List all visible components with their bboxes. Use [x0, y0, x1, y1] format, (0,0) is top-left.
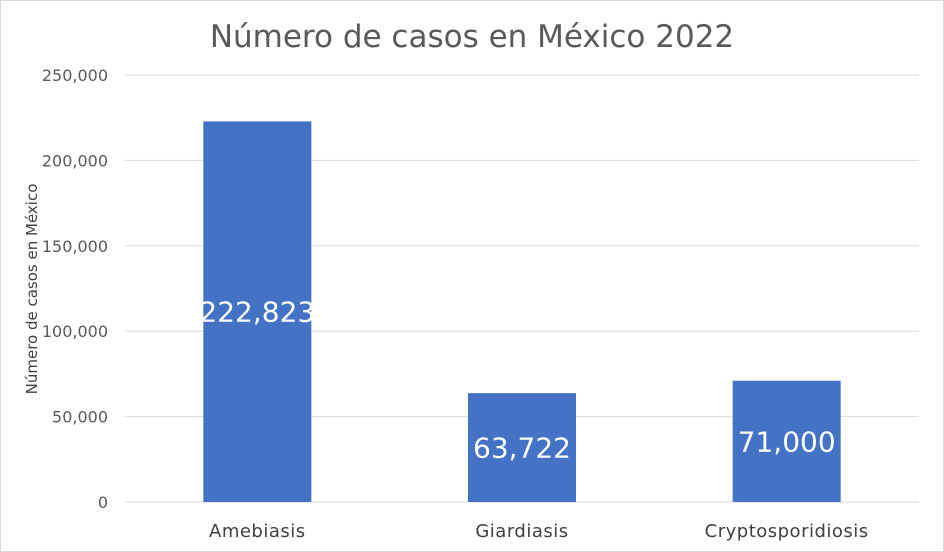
y-tick-label: 0 [98, 493, 108, 512]
bar-cryptosporidiosis [732, 380, 841, 502]
y-tick-label: 250,000 [42, 66, 108, 85]
bars [203, 121, 841, 502]
x-axis-ticks: Amebiasis Giardiasis Cryptosporidiosis [209, 521, 869, 542]
y-tick-label: 50,000 [52, 408, 108, 427]
x-tick-label: Amebiasis [209, 521, 306, 542]
data-label: 63,722 [473, 432, 571, 465]
y-tick-label: 150,000 [42, 237, 108, 256]
y-tick-label: 100,000 [42, 322, 108, 341]
y-tick-label: 200,000 [42, 151, 108, 170]
bar-giardiasis [468, 393, 576, 502]
data-label: 222,823 [199, 296, 315, 329]
x-tick-label: Cryptosporidiosis [705, 521, 869, 542]
data-label: 71,000 [738, 425, 836, 458]
chart-title: Número de casos en México 2022 [210, 19, 734, 55]
x-tick-label: Giardiasis [475, 521, 568, 542]
data-labels: 222,823 63,722 71,000 [199, 296, 835, 465]
y-axis-ticks: 0 50,000 100,000 150,000 200,000 250,000 [42, 66, 108, 512]
bar-amebiasis [203, 121, 312, 502]
y-axis-label: Número de casos en México [23, 184, 41, 395]
